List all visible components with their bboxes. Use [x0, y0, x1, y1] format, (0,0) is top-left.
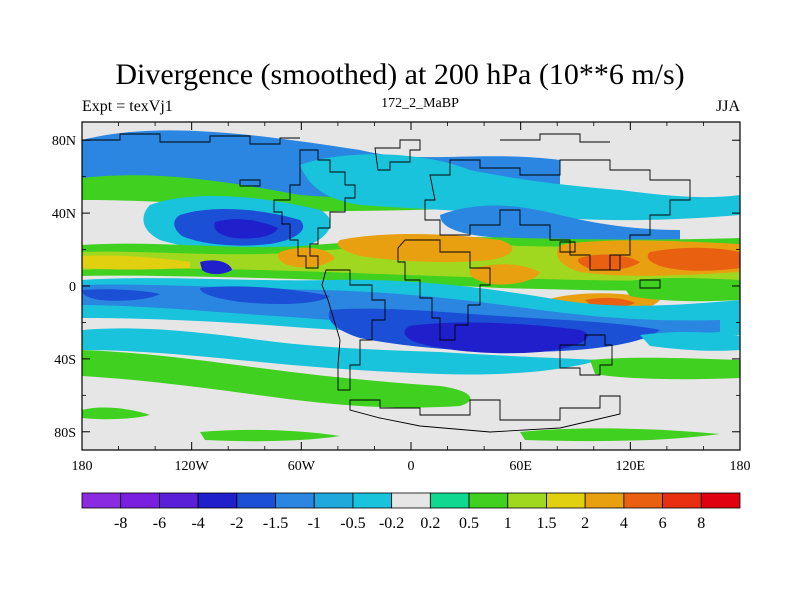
x-tick-label: 180: [730, 459, 751, 474]
asia-red-east: [647, 247, 740, 271]
legend-level-label: -2: [230, 515, 243, 532]
legend-swatch: [120, 492, 160, 509]
x-tick-label: 60E: [509, 459, 532, 474]
legend-level-label: -6: [153, 515, 166, 532]
legend-swatch: [623, 492, 663, 509]
africa-orange: [469, 264, 540, 285]
y-tick-label: 0: [69, 280, 76, 295]
arctic-islands-outline: [82, 133, 610, 187]
southern-dark-blue: [404, 322, 588, 354]
legend-swatch: [313, 492, 354, 509]
legend-level-label: -1: [308, 515, 321, 532]
legend-swatch: [391, 492, 431, 509]
southern-green-band: [82, 350, 471, 408]
africa-outline: [397, 239, 491, 341]
axis-ticks: 180 120W 60W 0 60E 120E 180 80N 40N 0 40S 80S: [52, 122, 751, 474]
legend-level-label: 4: [620, 515, 628, 532]
equatorial-deep-blue-2: [200, 286, 330, 304]
experiment-label: Expt = texVj1: [82, 98, 173, 115]
color-legend: -8 -6 -4 -2 -1.5 -1 -0.5 -0.2 0.2 0.5 1 1.5 2 4 6 8: [81, 492, 741, 532]
legend-swatch: [584, 492, 625, 509]
contour-field: [82, 122, 740, 450]
tropical-yellow: [82, 255, 190, 270]
southern-cyan-band: [82, 328, 600, 375]
north-america-outline: [273, 149, 356, 269]
asia-red-west: [578, 254, 640, 270]
pacific-dark-blue-blob: [200, 260, 232, 275]
antarctic-green-center: [200, 429, 340, 442]
legend-swatch: [197, 492, 238, 509]
east-pacific-green: [620, 278, 740, 302]
y-tick-label: 40N: [52, 207, 76, 222]
x-tick-label: 120W: [175, 459, 210, 474]
x-tick-label: 60W: [288, 459, 316, 474]
y-tick-label: 40S: [54, 353, 76, 368]
legend-level-label: -0.2: [379, 515, 404, 532]
legend-level-label: 1: [504, 515, 512, 532]
legend-level-label: -0.5: [340, 515, 365, 532]
legend-swatch: [81, 492, 122, 509]
antarctic-green-right: [520, 428, 720, 442]
case-label: 172_2_MaBP: [381, 96, 459, 111]
legend-level-label: 6: [659, 515, 667, 532]
legend-level-label: 1.5: [536, 515, 556, 532]
australia-outline: [559, 334, 613, 376]
northern-light-blue: [300, 154, 740, 221]
antarctic-green-left: [82, 407, 150, 420]
legend-level-label: -1.5: [263, 515, 288, 532]
greenland-outline: [374, 139, 421, 171]
antarctica-outline: [349, 395, 621, 433]
legend-level-label: -8: [114, 515, 127, 532]
chart-title: Divergence (smoothed) at 200 hPa (10**6 …: [115, 58, 685, 91]
legend-level-label: 0.2: [420, 515, 440, 532]
ne-pacific-dark-blue: [214, 219, 278, 239]
atlantic-orange: [337, 234, 513, 263]
legend-swatch: [159, 492, 199, 509]
continent-outlines: [82, 133, 691, 433]
legend-swatch: [662, 492, 702, 509]
south-pacific-cyan: [640, 332, 740, 351]
legend-swatch: [507, 492, 547, 509]
y-tick-label: 80S: [54, 426, 76, 441]
eurasia-outline: [424, 159, 691, 271]
legend-swatch: [700, 492, 741, 509]
central-america-orange: [277, 247, 335, 268]
legend-swatch: [352, 492, 393, 509]
south-pacific-green: [590, 357, 740, 380]
legend-swatch: [546, 492, 586, 509]
asian-islands-outline: [559, 241, 661, 289]
legend-level-label: 8: [697, 515, 705, 532]
y-tick-label: 80N: [52, 134, 76, 149]
season-label: JJA: [715, 98, 740, 115]
legend-swatch: [468, 492, 509, 509]
legend-level-label: 0.5: [459, 515, 479, 532]
x-tick-label: 120E: [616, 459, 646, 474]
x-tick-label: 0: [408, 459, 415, 474]
legend-swatch: [236, 492, 276, 509]
legend-swatch: [429, 492, 470, 509]
legend-level-label: 2: [581, 515, 589, 532]
legend-swatch: [275, 492, 315, 509]
equatorial-deep-blue-1: [82, 289, 160, 301]
legend-level-label: -4: [191, 515, 204, 532]
south-america-outline: [321, 269, 386, 391]
x-tick-label: 180: [72, 459, 93, 474]
